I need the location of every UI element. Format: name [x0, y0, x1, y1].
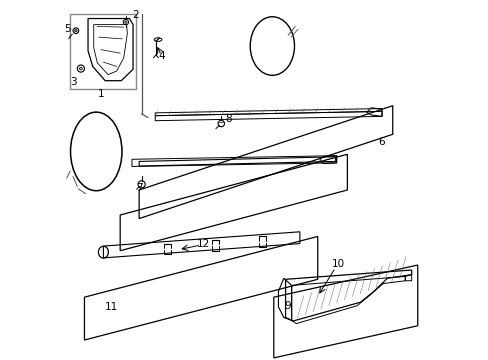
Ellipse shape — [75, 30, 77, 32]
Text: 3: 3 — [70, 77, 77, 87]
Ellipse shape — [80, 67, 82, 70]
Ellipse shape — [124, 21, 127, 23]
Text: 1: 1 — [98, 89, 105, 99]
Text: 12: 12 — [196, 239, 210, 249]
Text: 4: 4 — [158, 51, 164, 61]
Text: 6: 6 — [378, 138, 385, 148]
Text: 5: 5 — [64, 24, 71, 34]
Text: 8: 8 — [224, 113, 231, 123]
Text: 7: 7 — [136, 183, 142, 193]
Text: 9: 9 — [284, 301, 291, 311]
Text: 2: 2 — [132, 10, 139, 20]
Text: 10: 10 — [331, 259, 344, 269]
Text: 11: 11 — [105, 302, 118, 312]
